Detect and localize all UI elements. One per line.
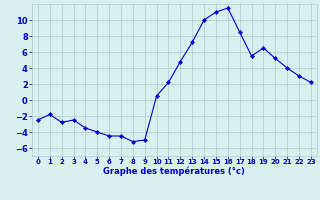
X-axis label: Graphe des températures (°c): Graphe des températures (°c) [103, 166, 245, 176]
